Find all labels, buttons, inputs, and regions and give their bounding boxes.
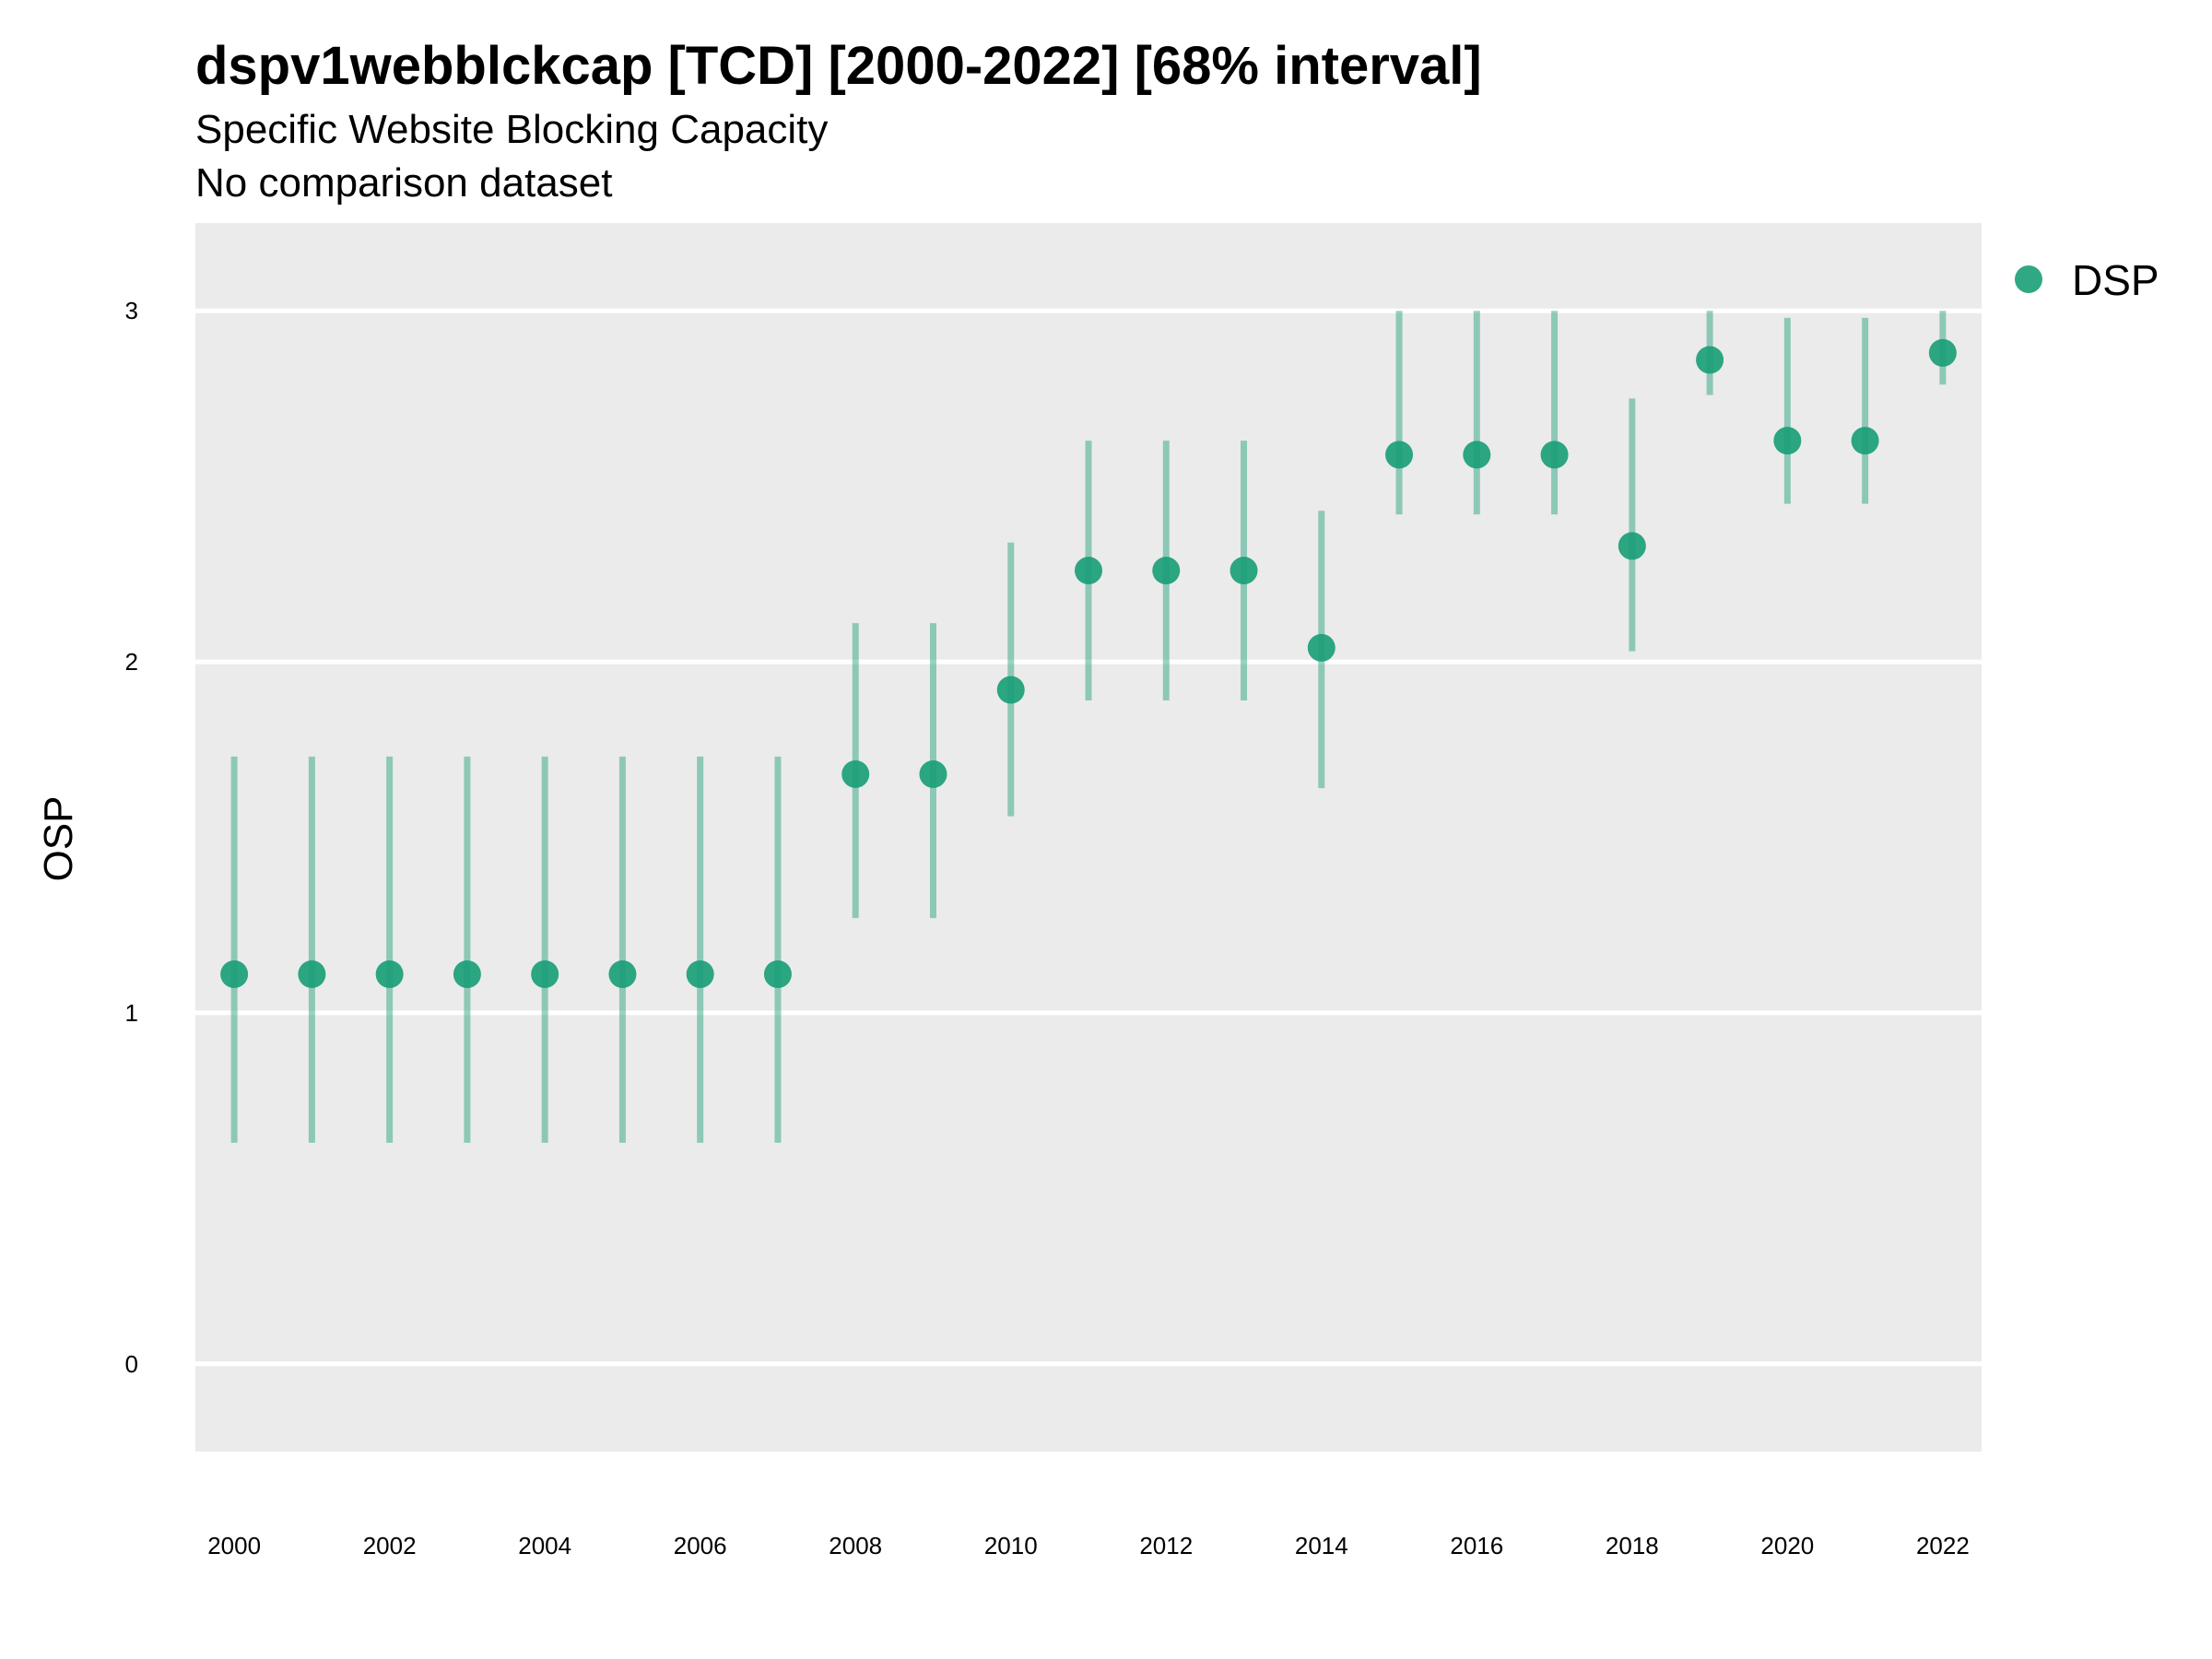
data-point xyxy=(1773,427,1802,455)
data-point xyxy=(1540,441,1569,469)
data-point xyxy=(1696,346,1724,374)
data-point xyxy=(1230,557,1258,585)
y-tick-label-0: 0 xyxy=(125,1350,138,1378)
legend-label-dsp: DSP xyxy=(2072,256,2159,304)
data-point xyxy=(1618,532,1646,560)
chart-subtitle-secondary: No comparison dataset xyxy=(195,160,613,206)
x-tick-label-7: 2014 xyxy=(1295,1532,1348,1559)
x-tick-label-4: 2008 xyxy=(829,1532,882,1559)
x-tick-label-1: 2002 xyxy=(363,1532,417,1559)
data-points xyxy=(220,338,1957,989)
data-point xyxy=(298,960,326,989)
x-tick-label-9: 2018 xyxy=(1606,1532,1659,1559)
data-point xyxy=(375,960,404,989)
data-point xyxy=(1851,427,1879,455)
x-tick-label-10: 2020 xyxy=(1760,1532,1814,1559)
chart-subtitle: Specific Website Blocking Capacity xyxy=(195,107,829,152)
y-axis-title: OSP xyxy=(36,796,81,882)
gridlines xyxy=(195,308,1982,1367)
data-point xyxy=(1307,633,1335,662)
data-point xyxy=(919,759,947,788)
data-point xyxy=(1152,557,1181,585)
data-point xyxy=(608,960,637,989)
y-tick-label-1: 1 xyxy=(125,999,138,1027)
legend: DSP xyxy=(2015,256,2159,304)
data-point xyxy=(763,960,792,989)
y-axis-ticks: 0 1 2 3 xyxy=(125,297,138,1378)
legend-swatch-dsp xyxy=(2015,265,2042,293)
data-point xyxy=(1075,557,1102,585)
x-tick-label-0: 2000 xyxy=(207,1532,261,1559)
x-tick-label-6: 2012 xyxy=(1139,1532,1193,1559)
plot-panel xyxy=(195,223,1982,1452)
data-point xyxy=(453,960,481,989)
x-axis-ticks: 2000 2002 2004 2006 2008 2010 2012 2014 2016 2018… xyxy=(207,1532,1970,1559)
data-point xyxy=(531,960,559,989)
chart-title: dspv1webblckcap [TCD] [2000-2022] [68% i… xyxy=(195,36,1482,96)
x-tick-label-5: 2010 xyxy=(984,1532,1038,1559)
data-point xyxy=(686,960,714,989)
y-tick-label-3: 3 xyxy=(125,297,138,324)
data-point xyxy=(841,759,870,788)
data-point xyxy=(996,676,1025,704)
x-tick-label-3: 2006 xyxy=(674,1532,727,1559)
x-tick-label-11: 2022 xyxy=(1916,1532,1970,1559)
data-point xyxy=(1463,441,1491,469)
x-tick-label-2: 2004 xyxy=(518,1532,571,1559)
data-point xyxy=(220,960,249,989)
data-point xyxy=(1385,441,1414,469)
x-tick-label-8: 2016 xyxy=(1450,1532,1503,1559)
data-point xyxy=(1928,338,1957,367)
y-tick-label-2: 2 xyxy=(125,648,138,676)
